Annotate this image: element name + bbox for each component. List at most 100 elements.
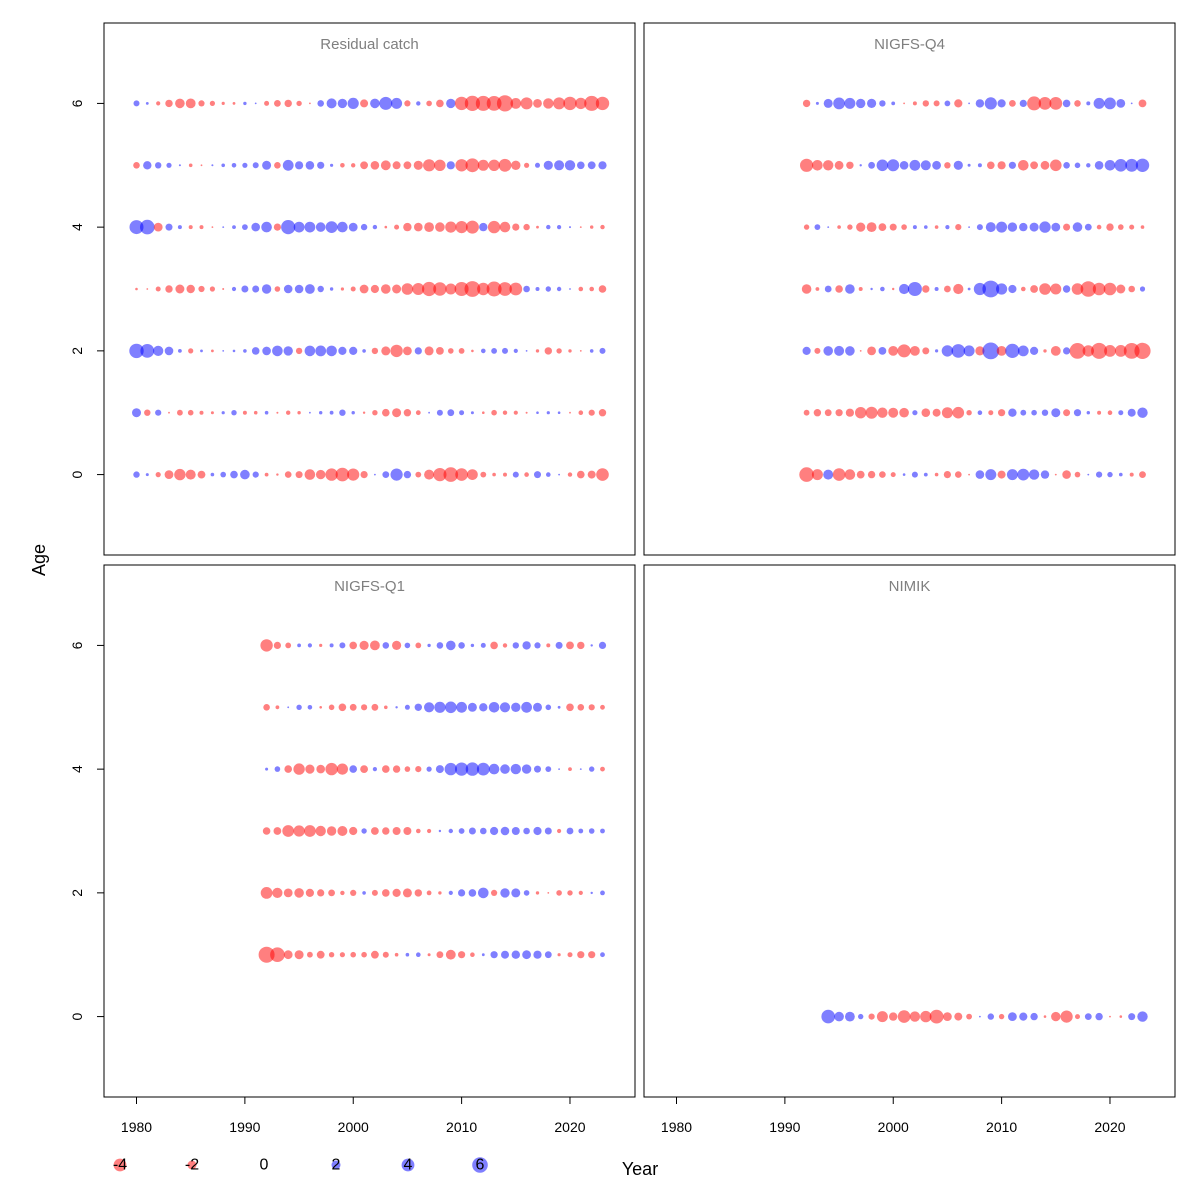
bubble (436, 99, 444, 108)
bubble (348, 222, 358, 232)
bubble (361, 951, 367, 958)
bubble (569, 411, 571, 414)
bubble (362, 891, 366, 895)
bubble (297, 643, 301, 648)
bubble (448, 828, 453, 834)
bubble (360, 161, 368, 170)
bubble (178, 349, 182, 353)
bubble (823, 98, 833, 108)
bubble (390, 344, 403, 358)
bubble (426, 100, 432, 107)
bubble (1092, 282, 1106, 296)
bubble (496, 95, 514, 112)
bubble (360, 223, 368, 231)
bubble (325, 221, 338, 234)
bubble (447, 409, 455, 417)
bubble (482, 411, 485, 415)
bubble (920, 1010, 932, 1023)
bubble (903, 102, 905, 105)
bubble (454, 282, 469, 296)
bubble (889, 1012, 898, 1021)
bubble (260, 639, 273, 652)
bubble (349, 703, 357, 711)
bubble (285, 642, 292, 649)
bubble (143, 161, 152, 170)
bubble (174, 468, 186, 481)
bubble (1075, 1014, 1080, 1020)
bubble (145, 102, 149, 105)
bubble (523, 223, 530, 231)
bubble (892, 287, 895, 291)
bubble (523, 285, 530, 293)
bubble (1086, 101, 1091, 106)
bubble (973, 282, 987, 296)
bubble (536, 411, 539, 415)
bubble (823, 469, 834, 480)
bubble (337, 221, 348, 233)
bubble (967, 163, 971, 167)
bubble (512, 642, 519, 649)
bubble (488, 159, 500, 171)
bubble (579, 350, 582, 352)
bubble (856, 470, 865, 479)
legend-bubble (472, 1157, 488, 1173)
bubble (188, 225, 193, 230)
bubble (590, 891, 593, 895)
bubble (129, 343, 144, 359)
panel-2: NIGFS-Q1 0 2 4 6 1980 1990 2000 2010 2020 (69, 564, 636, 1135)
bubble (823, 160, 834, 171)
bubble (241, 285, 249, 293)
bubble (578, 410, 584, 416)
bubble (944, 100, 951, 107)
bubble (424, 346, 434, 356)
bubble (392, 765, 401, 773)
bubble (1028, 469, 1040, 480)
bubble (187, 409, 194, 416)
bubble (319, 411, 323, 415)
bubble (491, 348, 497, 354)
bubble (1086, 411, 1091, 415)
bubble (491, 889, 498, 897)
bubble (350, 286, 356, 292)
bubble (178, 164, 181, 167)
bubble (197, 470, 206, 479)
bubble (242, 410, 247, 415)
bubble (490, 826, 499, 836)
bubble (975, 99, 985, 108)
bubble (1039, 221, 1051, 233)
panel-frame (103, 564, 636, 1098)
bubble (533, 950, 542, 959)
bubble (133, 471, 140, 478)
bubble (404, 642, 411, 649)
bubble (294, 888, 304, 898)
bubble (360, 471, 368, 479)
bubble (480, 642, 486, 648)
bubble (309, 411, 311, 414)
bubble (403, 470, 412, 479)
bubble (261, 284, 272, 294)
legend-bubble (401, 1158, 415, 1172)
bubble (1008, 408, 1017, 417)
bubble (1009, 100, 1016, 107)
bubble (598, 641, 607, 650)
x-tick-label: 1980 (121, 1119, 152, 1135)
bubble (932, 160, 941, 170)
bubble (899, 161, 909, 170)
bubble (222, 350, 225, 352)
bubble (296, 100, 302, 107)
bubble (512, 471, 519, 478)
bubble (132, 408, 141, 418)
bubble (982, 280, 1000, 298)
panel-title: NIGFS-Q4 (874, 36, 945, 53)
bubble (545, 704, 552, 711)
bubble (416, 828, 421, 834)
bubble (524, 162, 530, 168)
bubble (307, 643, 312, 648)
bubble (1128, 1013, 1136, 1021)
bubble (427, 828, 432, 834)
bubble (240, 469, 250, 480)
bubble (330, 163, 334, 167)
bubble (381, 284, 391, 294)
bubble (1097, 410, 1102, 415)
bubble (846, 161, 854, 169)
